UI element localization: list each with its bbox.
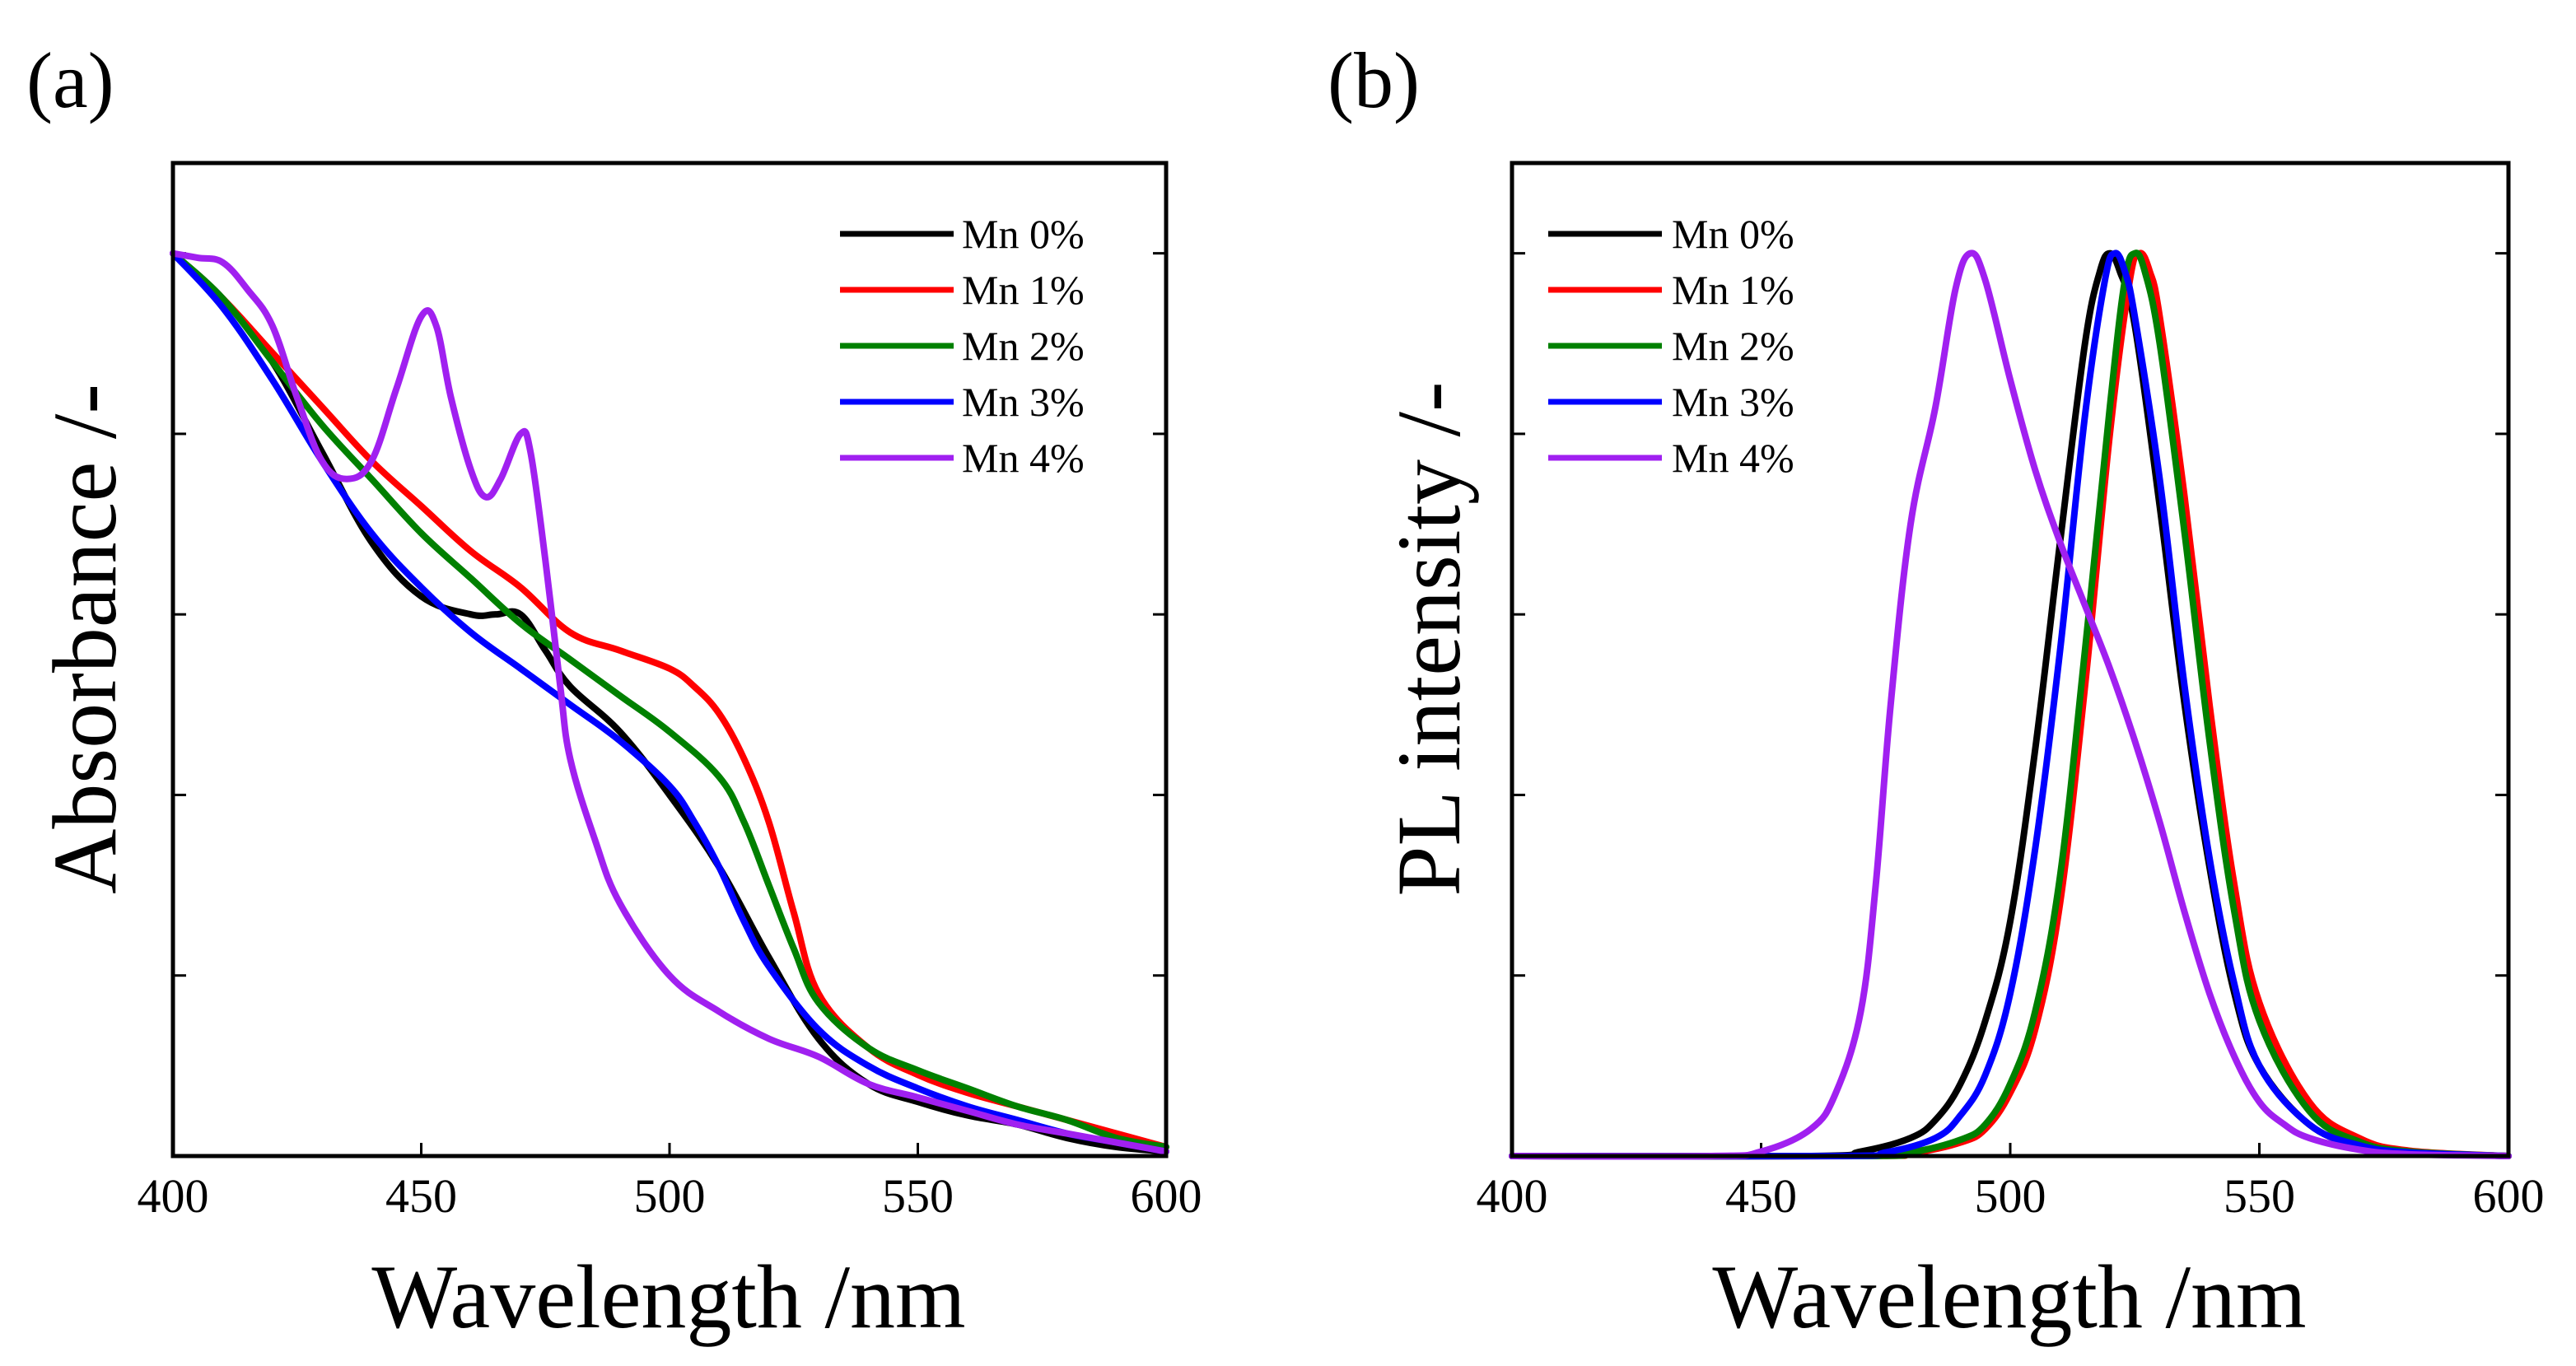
panel-a-series-mn-2 <box>170 249 1169 1151</box>
legend-label-mn-4: Mn 4% <box>1672 435 1794 481</box>
panel-a-plot-frame <box>170 161 1169 1159</box>
panel-a-label: (a) <box>26 36 114 124</box>
legend-label-mn-3: Mn 3% <box>1672 379 1794 425</box>
panel-b-x-axis-title: Wavelength /nm <box>1712 1247 2306 1347</box>
panel-a-y-axis-title: Absorbance /- <box>35 384 135 894</box>
legend-label-mn-0: Mn 0% <box>1672 211 1794 257</box>
panel-a: (a) Absorbance /- Wavelength /nm 400 450… <box>26 36 1202 1347</box>
panel-b-tick-labels: 400 450 500 550 600 <box>1477 1169 2545 1223</box>
panel-b-series-mn-4 <box>1509 249 2512 1160</box>
panel-b-x-tick-label: 400 <box>1477 1169 1548 1223</box>
panel-b-label: (b) <box>1328 36 1420 124</box>
panel-a-series-group <box>170 249 1169 1155</box>
panel-b-x-tick-label: 500 <box>1975 1169 2046 1223</box>
panel-b-legend: Mn 0% Mn 1% Mn 2% Mn 3% Mn 4% <box>1548 211 1794 481</box>
panel-a-x-tick-label: 550 <box>882 1169 954 1223</box>
panel-b-plot-frame <box>1510 161 2511 1159</box>
panel-a-x-axis-title: Wavelength /nm <box>371 1247 965 1347</box>
legend-label-mn-1: Mn 1% <box>962 267 1085 313</box>
panel-a-tick-labels: 400 450 500 550 600 <box>138 1169 1202 1223</box>
panel-b-y-axis-title: PL intensity /- <box>1379 381 1479 896</box>
panel-b: (b) PL intensity /- Wavelength /nm 400 4… <box>1328 36 2545 1347</box>
legend-label-mn-3: Mn 3% <box>962 379 1085 425</box>
legend-label-mn-2: Mn 2% <box>962 323 1085 369</box>
legend-label-mn-4: Mn 4% <box>962 435 1085 481</box>
panel-a-series-mn-1 <box>170 249 1169 1151</box>
legend-label-mn-0: Mn 0% <box>962 211 1085 257</box>
panel-a-x-tick-label: 500 <box>634 1169 706 1223</box>
panel-b-series-mn-3 <box>1509 249 2512 1160</box>
panel-a-series-mn-4 <box>170 249 1169 1155</box>
panel-b-x-tick-label: 450 <box>1725 1169 1797 1223</box>
panel-b-series-group <box>1509 249 2512 1160</box>
panel-a-x-tick-label: 600 <box>1131 1169 1202 1223</box>
panel-a-x-tick-label: 450 <box>385 1169 457 1223</box>
panel-a-legend: Mn 0% Mn 1% Mn 2% Mn 3% Mn 4% <box>840 211 1085 481</box>
panel-b-x-tick-label: 600 <box>2473 1169 2545 1223</box>
panel-a-x-tick-label: 400 <box>138 1169 209 1223</box>
legend-label-mn-1: Mn 1% <box>1672 267 1794 313</box>
legend-label-mn-2: Mn 2% <box>1672 323 1794 369</box>
panel-b-x-tick-label: 550 <box>2224 1169 2295 1223</box>
